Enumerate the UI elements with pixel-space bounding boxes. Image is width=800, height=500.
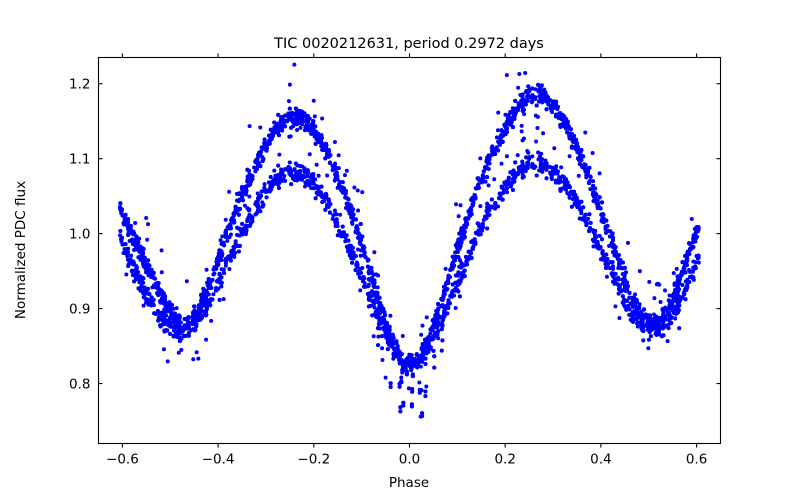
y-tick-label: 1.0 [69,227,90,243]
y-tick-label: 1.1 [69,152,90,168]
x-tick-label: −0.6 [106,452,139,468]
scatter-points-layer [118,62,701,419]
y-axis-ticks: 0.8 0.9 1.0 1.1 1.2 [69,77,721,393]
x-tick-label: 0.2 [494,452,515,468]
x-axis-ticks: −0.6 −0.4 −0.2 0.0 0.2 0.4 0.6 [106,53,707,468]
y-axis-label: Normalized PDC flux [13,181,29,319]
y-tick-label: 0.8 [69,377,90,393]
chart-title: TIC 0020212631, period 0.2972 days [273,36,544,52]
y-tick-label: 1.2 [69,77,90,93]
x-tick-label: −0.4 [202,452,235,468]
x-axis-label: Phase [389,475,429,491]
x-tick-label: −0.2 [297,452,330,468]
x-tick-label: 0.6 [686,452,707,468]
y-tick-label: 0.9 [69,302,90,318]
axes-layer: −0.6 −0.4 −0.2 0.0 0.2 0.4 0.6 0.8 0.9 1.0 1.1 1.2 [69,53,722,468]
x-tick-label: 0.0 [399,452,420,468]
x-tick-label: 0.4 [590,452,611,468]
